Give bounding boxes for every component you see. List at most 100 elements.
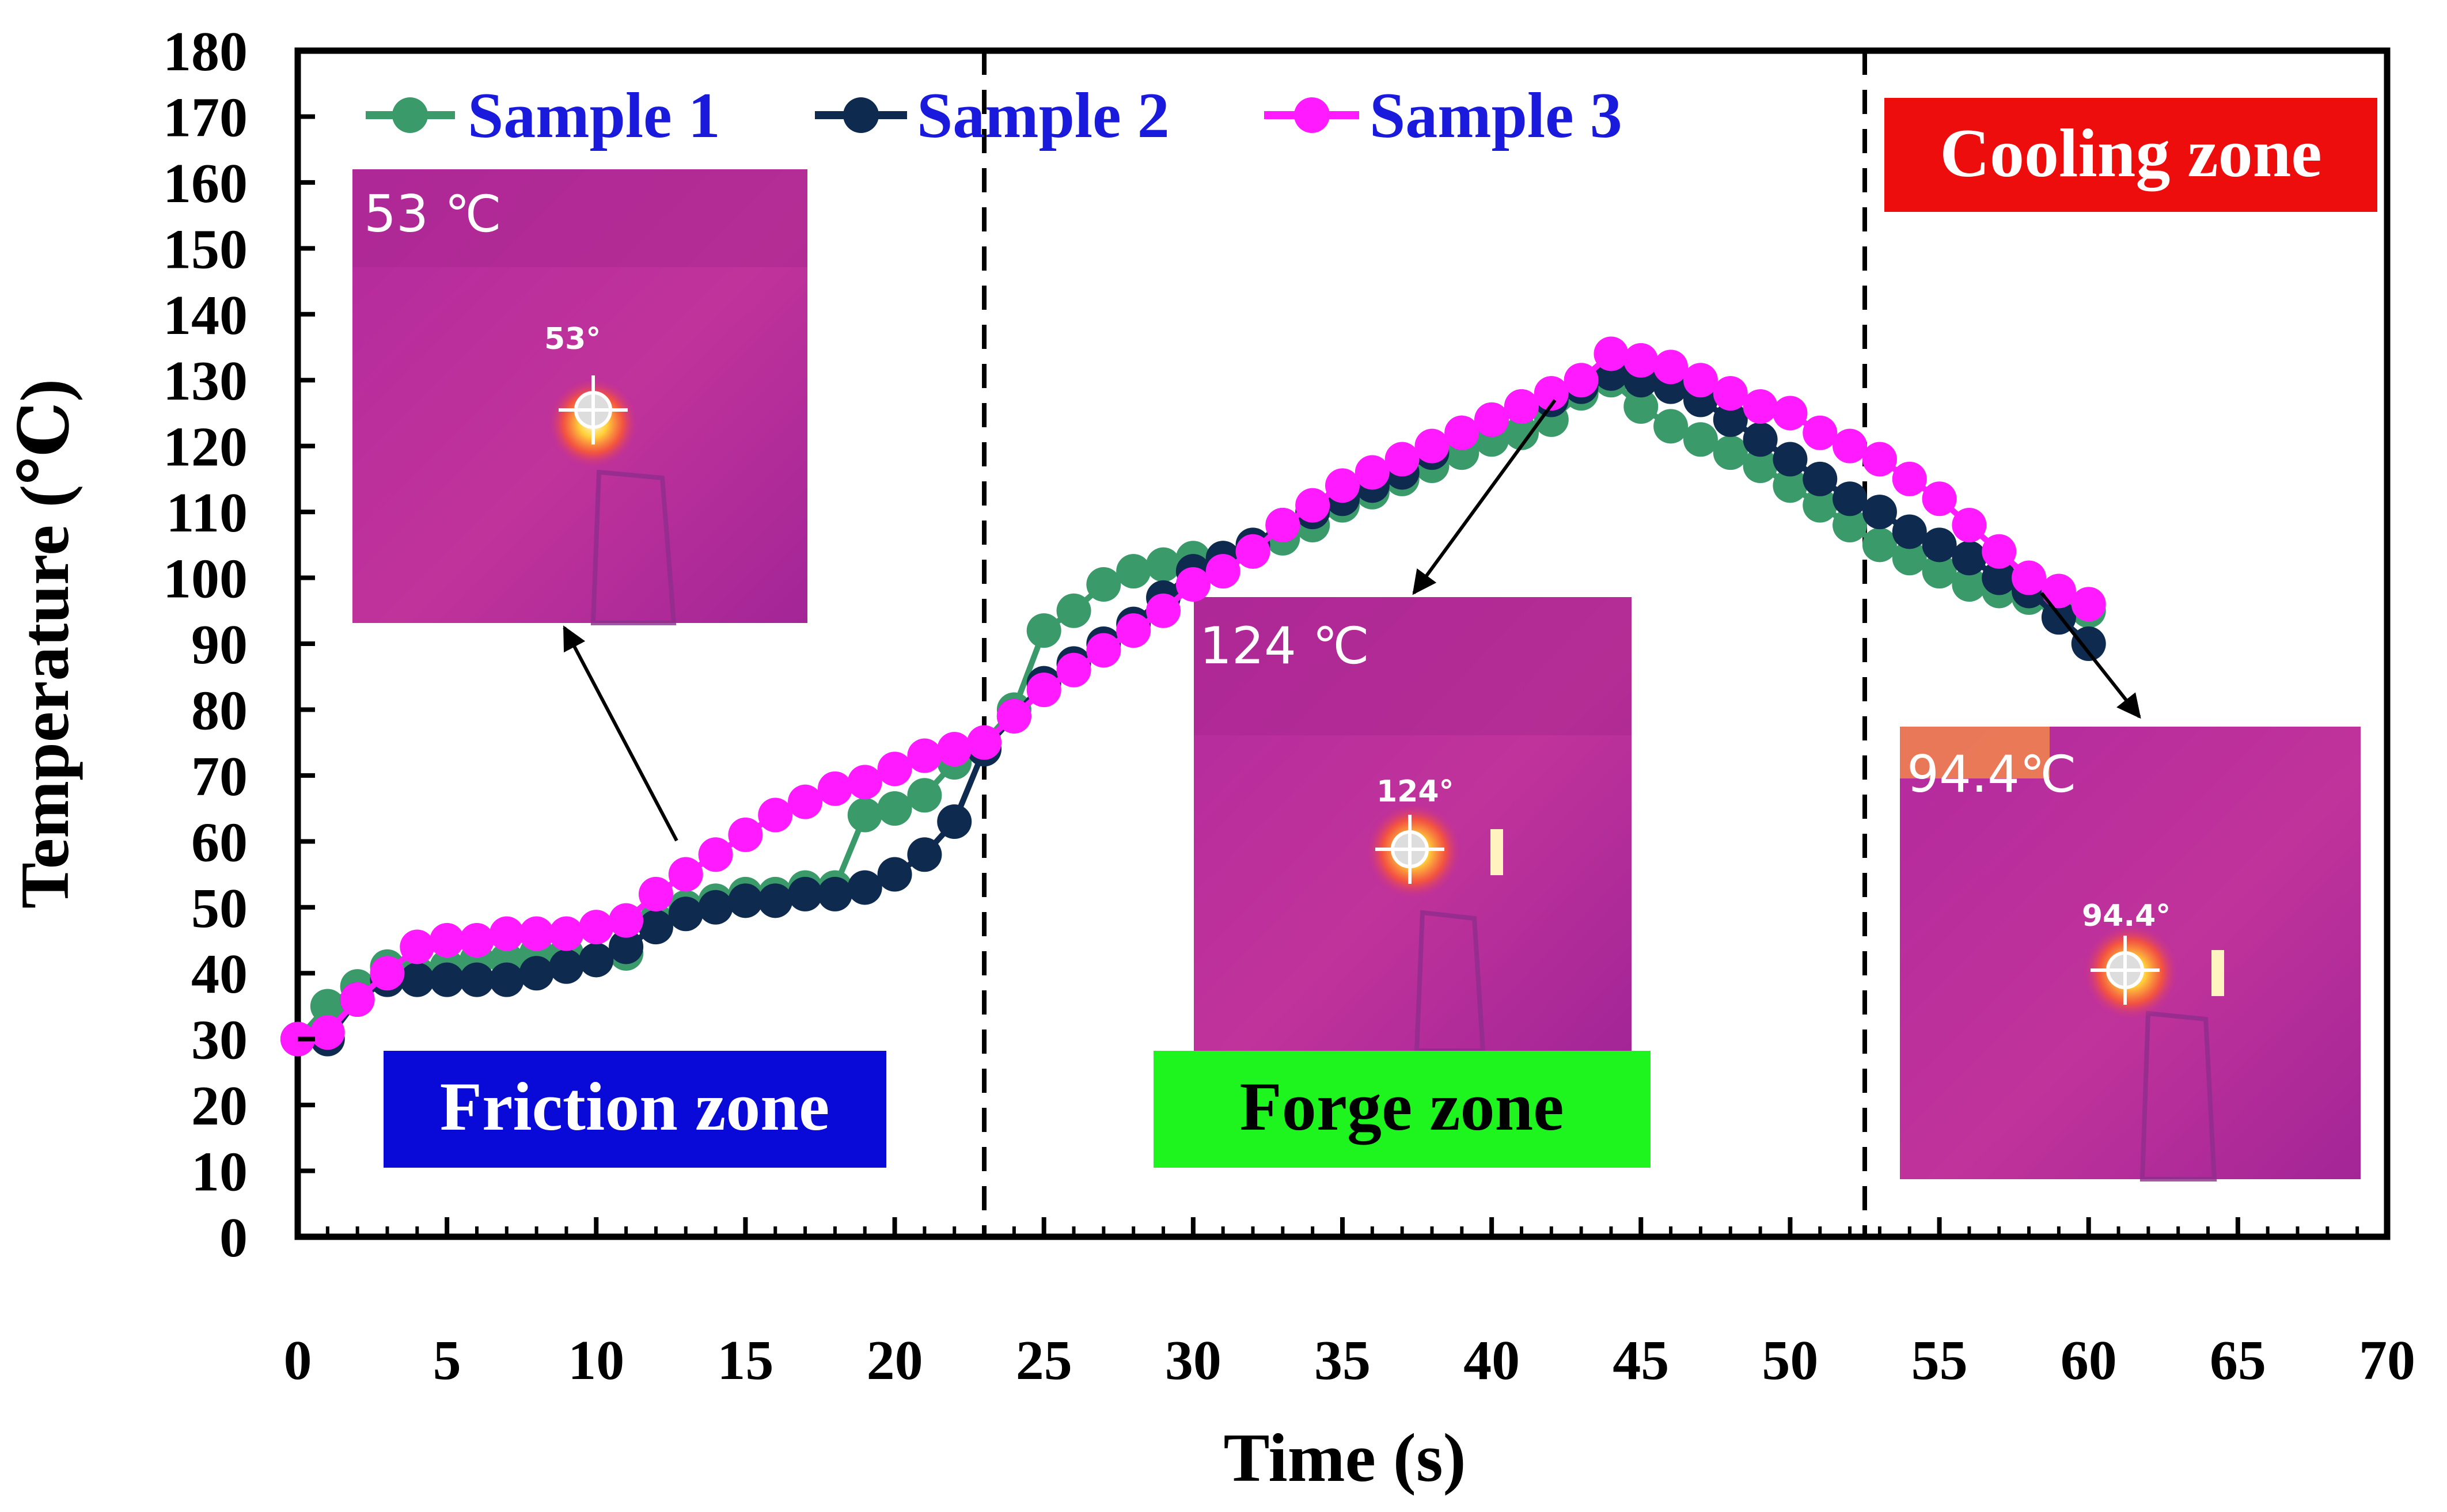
series-2-point bbox=[877, 857, 912, 892]
x-tick-label: 20 bbox=[867, 1329, 923, 1392]
series-2-point bbox=[668, 896, 703, 932]
series-1-point bbox=[1713, 435, 1748, 470]
x-tick-label: 65 bbox=[2210, 1329, 2266, 1392]
series-3-point bbox=[1444, 415, 1479, 450]
series-3-point bbox=[1175, 567, 1211, 602]
series-1-point bbox=[1862, 527, 1897, 563]
zone-label-cooling: Cooling zone bbox=[1884, 98, 2377, 212]
series-3-point bbox=[1086, 633, 1121, 668]
series-3-point bbox=[1116, 613, 1151, 648]
zone-dividers bbox=[982, 51, 1867, 1237]
series-3-point bbox=[519, 916, 554, 951]
series-layer bbox=[280, 336, 2106, 1057]
series-1-point bbox=[310, 989, 345, 1024]
y-tick-label: 10 bbox=[191, 1141, 248, 1203]
series-2-point bbox=[1892, 514, 1927, 549]
series-2-point bbox=[1803, 461, 1838, 496]
inset-1-marker-label: 53° bbox=[544, 322, 601, 356]
series-1-point bbox=[1773, 468, 1808, 503]
series-3-point bbox=[1146, 593, 1181, 628]
series-2-point bbox=[1952, 541, 1987, 576]
series-3-point bbox=[370, 956, 405, 991]
series-3-point bbox=[1833, 428, 1868, 464]
inset-1-temperature: 53 ℃ bbox=[364, 184, 502, 244]
x-tick-label: 30 bbox=[1165, 1329, 1221, 1392]
series-3-point bbox=[1205, 554, 1240, 589]
x-tick-label: 40 bbox=[1463, 1329, 1520, 1392]
y-tick-label: 140 bbox=[163, 284, 248, 347]
series-3-point bbox=[609, 903, 644, 938]
series-2-point bbox=[907, 837, 942, 872]
zone-cooling-text: Cooling zone bbox=[1940, 115, 2321, 192]
series-3-point bbox=[1862, 442, 1897, 477]
series-3-point bbox=[638, 876, 673, 911]
series-2-point bbox=[937, 804, 972, 839]
series-2-point bbox=[817, 876, 852, 911]
y-tick-label: 0 bbox=[219, 1207, 248, 1269]
y-tick-label: 100 bbox=[163, 548, 248, 610]
series-3-point bbox=[2041, 573, 2076, 609]
series-3-point bbox=[430, 923, 465, 958]
series-3-point bbox=[1474, 402, 1509, 437]
series-2-point bbox=[609, 929, 644, 964]
zone-label-forge: Forge zone bbox=[1154, 1051, 1651, 1168]
x-tick-label: 60 bbox=[2061, 1329, 2117, 1392]
y-tick-label: 120 bbox=[163, 416, 248, 478]
x-tick-label: 50 bbox=[1762, 1329, 1818, 1392]
series-1-point bbox=[1116, 554, 1151, 589]
series-1-point bbox=[1892, 541, 1927, 576]
series-3-point bbox=[1295, 488, 1330, 523]
series-1-point bbox=[1146, 547, 1181, 582]
series-1-point bbox=[1086, 567, 1121, 602]
series-2-point bbox=[430, 962, 465, 997]
series-1-point bbox=[1803, 488, 1838, 523]
series-2-point bbox=[1922, 527, 1957, 563]
y-tick-label: 130 bbox=[163, 350, 248, 412]
series-3-point bbox=[817, 771, 852, 806]
series-3-point bbox=[489, 916, 524, 951]
series-3-point bbox=[668, 857, 703, 892]
thermal-inset-1: 53° 53 ℃ bbox=[352, 169, 807, 625]
series-3-point bbox=[698, 837, 733, 872]
legend-item-sample-1: Sample 1 bbox=[366, 80, 720, 151]
series-3-point bbox=[1504, 389, 1539, 424]
series-3-point bbox=[1713, 376, 1748, 411]
y-tick-label: 70 bbox=[191, 746, 248, 808]
series-2-point bbox=[728, 883, 763, 918]
y-tick-label: 170 bbox=[163, 86, 248, 149]
series-3-point bbox=[1355, 455, 1390, 490]
inset-3-temperature: 94.4℃ bbox=[1907, 744, 2077, 804]
series-2-point bbox=[1833, 481, 1868, 516]
x-tick-label: 25 bbox=[1016, 1329, 1072, 1392]
inset-2-temperature: 124 ℃ bbox=[1200, 616, 1369, 675]
series-1-point bbox=[907, 778, 942, 813]
series-3-point bbox=[1773, 396, 1808, 431]
series-2-point bbox=[459, 962, 494, 997]
series-2-point bbox=[519, 956, 554, 991]
series-2-point bbox=[1773, 442, 1808, 477]
series-2-point bbox=[1743, 422, 1778, 457]
series-1-point bbox=[1026, 613, 1061, 648]
series-3-point bbox=[1653, 349, 1689, 385]
series-3-point bbox=[1414, 428, 1450, 464]
zone-friction-text: Friction zone bbox=[440, 1068, 829, 1145]
series-3-point bbox=[2012, 560, 2047, 595]
series-3-point bbox=[1803, 415, 1838, 450]
series-1-point bbox=[1653, 409, 1689, 444]
series-3-point bbox=[1384, 442, 1420, 477]
series-1-point bbox=[1683, 422, 1718, 457]
series-3-point bbox=[1922, 481, 1957, 516]
series-3-point bbox=[400, 929, 435, 964]
series-3-point bbox=[1683, 363, 1718, 398]
series-3-point bbox=[1056, 652, 1091, 687]
series-1-point bbox=[1623, 389, 1659, 424]
series-1-point bbox=[847, 797, 882, 833]
legend-item-sample-2: Sample 2 bbox=[815, 80, 1170, 151]
legend-label-sample-2: Sample 2 bbox=[917, 80, 1170, 151]
series-3-point bbox=[310, 1015, 345, 1050]
series-3-point bbox=[1235, 534, 1270, 569]
series-3-point bbox=[877, 751, 912, 787]
series-3-point bbox=[758, 797, 793, 833]
series-3-point bbox=[847, 765, 882, 800]
y-axis-title: Temperature (℃) bbox=[6, 379, 83, 909]
